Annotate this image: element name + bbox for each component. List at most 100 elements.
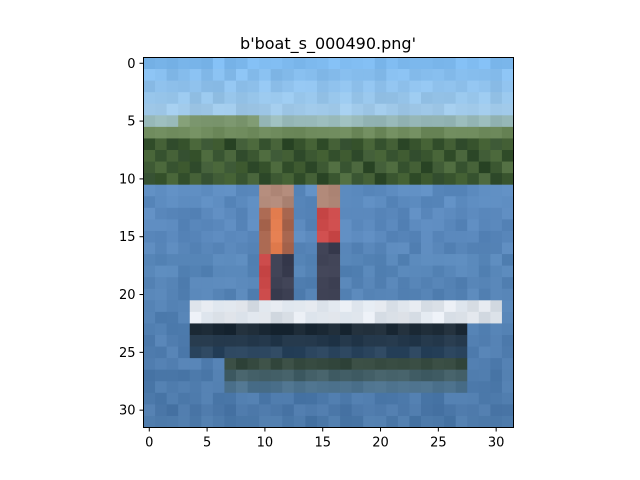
pixel-cell (282, 196, 295, 209)
pixel-cell (432, 265, 445, 278)
pixel-cell (305, 126, 318, 139)
pixel-cell (178, 254, 191, 267)
pixel-cell (444, 196, 457, 209)
pixel-cell (490, 358, 503, 371)
pixel-cell (178, 323, 191, 336)
pixel-cell (351, 184, 364, 197)
pixel-cell (455, 184, 468, 197)
pixel-cell (155, 369, 168, 382)
pixel-cell (374, 138, 387, 151)
pixel-cell (212, 219, 225, 232)
pixel-cell (316, 69, 329, 82)
pixel-cell (189, 288, 202, 301)
pixel-cell (282, 57, 295, 70)
pixel-cell (282, 392, 295, 405)
pixel-cell (201, 161, 214, 174)
pixel-cell (305, 265, 318, 278)
pixel-cell (421, 358, 433, 371)
pixel-cell (224, 323, 237, 336)
pixel-cell (270, 57, 283, 70)
pixel-cell (247, 92, 260, 105)
pixel-cell (432, 57, 445, 70)
pixel-cell (432, 369, 445, 382)
pixel-cell (282, 80, 295, 93)
pixel-cell (374, 404, 387, 417)
pixel-cell (444, 288, 457, 301)
pixel-cell (444, 346, 457, 359)
pixel-cell (444, 92, 457, 105)
pixel-cell (316, 358, 329, 371)
pixel-cell (178, 80, 191, 93)
pixel-cell (409, 300, 422, 313)
pixel-cell (363, 115, 376, 128)
pixel-cell (270, 126, 283, 139)
pixel-cell (189, 80, 202, 93)
pixel-cell (293, 288, 306, 301)
pixel-cell (270, 230, 283, 243)
pixel-cell (328, 92, 341, 105)
pixel-cell (478, 323, 491, 336)
pixel-cell (501, 230, 514, 243)
pixel-cell (467, 57, 480, 70)
pixel-cell (455, 57, 468, 70)
pixel-cell (212, 392, 225, 405)
pixel-cell (178, 381, 191, 394)
x-tick-label: 20 (372, 436, 389, 451)
pixel-cell (340, 323, 353, 336)
pixel-cell (455, 277, 468, 290)
pixel-cell (386, 288, 399, 301)
pixel-cell (501, 254, 514, 267)
pixel-cell (189, 335, 202, 347)
pixel-cell (421, 392, 433, 405)
pixel-cell (501, 277, 514, 290)
pixel-cell (340, 103, 353, 116)
y-tick-label: 0 (127, 57, 135, 72)
pixel-cell (293, 404, 306, 417)
pixel-cell (247, 346, 260, 359)
pixel-cell (478, 219, 491, 232)
pixel-cell (166, 392, 179, 405)
pixel-cell (421, 323, 433, 336)
pixel-cell (432, 381, 445, 394)
pixel-cell (155, 265, 168, 278)
pixel-cell (340, 242, 353, 255)
pixel-cell (397, 161, 410, 174)
pixel-cell (409, 323, 422, 336)
pixel-cell (316, 196, 329, 209)
pixel-cell (421, 311, 433, 324)
pixel-cell (409, 69, 422, 82)
pixel-cell (293, 69, 306, 82)
pixel-cell (316, 207, 329, 220)
pixel-cell (328, 80, 341, 93)
pixel-cell (340, 392, 353, 405)
pixel-cell (155, 277, 168, 290)
pixel-cell (397, 150, 410, 162)
pixel-cell (374, 265, 387, 278)
pixel-cell (224, 288, 237, 301)
pixel-cell (212, 69, 225, 82)
pixel-cell (270, 92, 283, 105)
pixel-cell (432, 196, 445, 209)
pixel-cell (236, 173, 248, 186)
pixel-cell (166, 288, 179, 301)
pixel-cell (166, 57, 179, 70)
pixel-cell (455, 207, 468, 220)
pixel-cell (328, 288, 341, 301)
pixel-cell (409, 219, 422, 232)
pixel-cell (166, 207, 179, 220)
pixel-cell (166, 335, 179, 347)
pixel-cell (501, 126, 514, 139)
pixel-cell (224, 404, 237, 417)
pixel-cell (282, 265, 295, 278)
pixel-cell (305, 404, 318, 417)
pixel-cell (432, 230, 445, 243)
pixel-cell (328, 57, 341, 70)
pixel-cell (363, 254, 376, 267)
pixel-cell (293, 196, 306, 209)
pixel-cell (178, 369, 191, 382)
pixel-cell (212, 57, 225, 70)
pixel-cell (374, 230, 387, 243)
pixel-cell (386, 358, 399, 371)
pixel-cell (467, 173, 480, 186)
pixel-cell (212, 161, 225, 174)
